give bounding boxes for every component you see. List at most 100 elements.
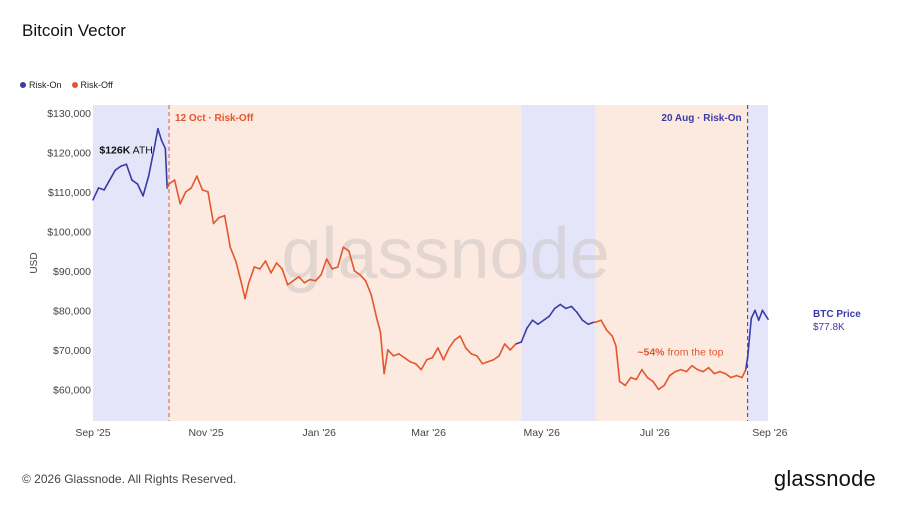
price-point	[747, 357, 749, 359]
price-segment	[594, 319, 602, 324]
price-point	[114, 169, 116, 171]
price-segment	[542, 315, 550, 322]
price-segment	[160, 139, 167, 150]
price-segment	[757, 309, 764, 322]
price-segment	[635, 368, 643, 381]
price-point	[685, 371, 688, 373]
price-segment	[735, 374, 743, 379]
price-segment	[476, 355, 484, 365]
price-point	[735, 374, 738, 377]
price-segment	[370, 293, 378, 320]
price-segment	[559, 303, 567, 310]
price-segment	[414, 362, 423, 371]
price-segment	[442, 347, 450, 361]
price-point	[442, 359, 445, 361]
chart-legend: Risk-On Risk-Off	[20, 80, 113, 90]
price-segment	[605, 329, 614, 337]
price-point	[611, 335, 613, 337]
price-segment	[325, 258, 334, 270]
price-segment	[142, 175, 150, 197]
price-point	[498, 355, 500, 357]
legend-label-risk-on: Risk-On	[29, 80, 62, 90]
price-point	[426, 359, 428, 361]
price-segment	[281, 268, 289, 286]
price-point	[320, 274, 322, 276]
price-segment	[292, 276, 300, 282]
legend-dot-risk-off	[71, 82, 78, 88]
price-point	[615, 345, 617, 347]
price-segment	[750, 309, 756, 320]
price-point	[509, 349, 511, 351]
price-segment	[481, 360, 489, 365]
legend-item-risk-off: Risk-Off	[71, 80, 113, 90]
price-segment	[136, 183, 144, 197]
price-segment	[576, 311, 584, 322]
price-point	[635, 378, 637, 381]
price-segment	[431, 347, 439, 359]
price-point	[103, 189, 105, 191]
price-point	[235, 260, 237, 262]
price-segment	[707, 366, 716, 375]
price-segment	[247, 266, 256, 284]
price-segment	[409, 360, 417, 365]
price-point	[97, 187, 100, 189]
price-point	[754, 309, 756, 311]
price-segment	[718, 370, 727, 375]
price-segment	[629, 376, 638, 381]
price-segment	[615, 345, 621, 383]
price-segment	[730, 374, 738, 379]
drawdown-text: from the top	[665, 346, 724, 358]
price-point	[253, 266, 255, 268]
price-segment	[448, 339, 456, 349]
price-segment	[754, 309, 760, 322]
price-segment	[565, 305, 573, 310]
price-segment	[761, 309, 769, 320]
price-point	[713, 373, 715, 375]
price-segment	[702, 366, 710, 373]
price-point	[409, 361, 411, 363]
x-tick-label: Mar '26	[411, 427, 446, 439]
price-segment	[168, 179, 176, 185]
price-point	[270, 272, 272, 274]
price-point	[229, 246, 231, 248]
price-segment	[196, 175, 204, 191]
price-point	[487, 361, 489, 363]
x-tick-label: Sep '26	[752, 427, 787, 439]
price-segment	[201, 189, 209, 193]
end-label-value: $77.8K	[813, 322, 845, 333]
price-point	[392, 355, 395, 357]
price-segment	[696, 368, 704, 373]
price-segment	[509, 343, 517, 351]
price-segment	[190, 175, 198, 189]
price-point	[724, 373, 726, 375]
price-point	[240, 282, 242, 284]
price-point	[741, 376, 743, 379]
price-point	[696, 369, 699, 371]
regime-band-3	[595, 105, 748, 421]
price-segment	[652, 380, 660, 391]
regime-switch-label-1: 20 Aug · Risk-On	[661, 113, 741, 124]
price-point	[359, 274, 361, 276]
x-tick-label: Jan '26	[302, 427, 336, 439]
price-segment	[464, 347, 473, 355]
price-point	[120, 165, 122, 167]
price-point	[179, 203, 181, 205]
price-segment	[164, 147, 168, 189]
price-segment	[503, 343, 512, 351]
price-segment	[103, 179, 111, 191]
price-segment	[487, 358, 495, 363]
price-segment	[131, 179, 139, 185]
price-segment	[125, 163, 133, 181]
price-segment	[97, 187, 105, 191]
price-segment	[520, 327, 528, 343]
price-point	[543, 319, 545, 321]
price-segment	[420, 358, 428, 371]
price-point	[331, 268, 333, 270]
price-point	[594, 321, 597, 323]
price-point	[761, 309, 764, 311]
price-point	[109, 179, 111, 181]
price-segment	[587, 321, 595, 326]
end-label-name: BTC Price	[813, 309, 861, 320]
price-point	[415, 363, 417, 365]
